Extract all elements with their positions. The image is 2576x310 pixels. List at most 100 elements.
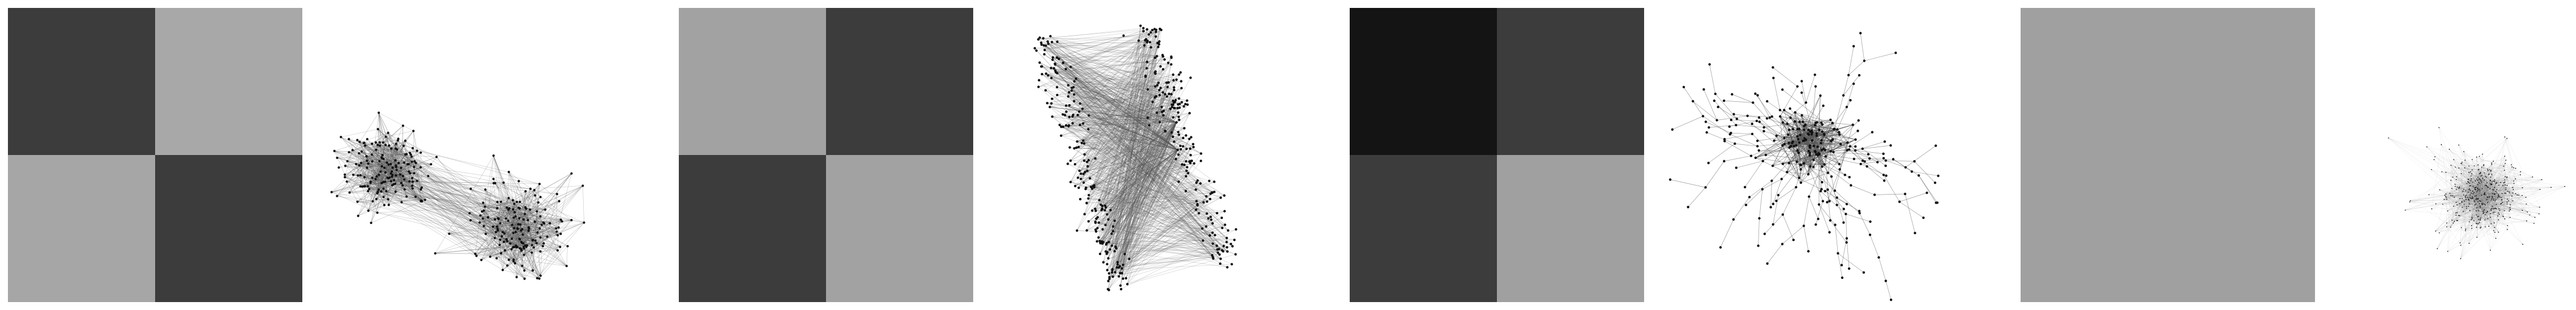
graph-edge (345, 154, 407, 178)
graph-edge (1051, 68, 1201, 154)
graph-edge (1050, 106, 1176, 123)
graph-edge (544, 243, 568, 247)
graph-edge (410, 154, 518, 229)
graph-edge (1075, 72, 1181, 165)
graph-node (1798, 176, 1801, 179)
graph-edge (345, 176, 558, 251)
graph-edge (1103, 242, 1220, 255)
graph-edge (497, 201, 534, 248)
graph-edge (1063, 62, 1203, 229)
graph-node (1799, 134, 1802, 136)
graph-edge (396, 149, 397, 176)
graph-node (384, 135, 387, 138)
graph-node (378, 173, 380, 176)
graph-node (1114, 271, 1116, 274)
graph-node (1757, 149, 1760, 152)
graph-edge (370, 181, 504, 183)
graph-edge (1063, 114, 1179, 117)
graph-edge (1068, 81, 1182, 85)
graph-node (382, 187, 385, 190)
graph-edge (1088, 197, 1221, 222)
graph-edge (1107, 107, 1180, 215)
graph-edge (361, 151, 537, 212)
graph-edge (1073, 87, 1177, 123)
graph-edge (1120, 64, 1171, 286)
graph-edge (1107, 131, 1166, 215)
graph-edge (1124, 25, 1141, 255)
graph-edge (1046, 73, 1177, 123)
graph-node (1708, 126, 1710, 129)
graph-edge (1102, 96, 1157, 209)
graph-edge (1098, 104, 1174, 238)
graph-edge (1075, 122, 1177, 165)
graph-node (1069, 180, 1072, 184)
graph-edge (358, 145, 404, 216)
graph-edge (349, 152, 437, 157)
graph-node (1107, 240, 1110, 244)
graph-node (499, 200, 502, 203)
graph-edge (381, 191, 515, 229)
graph-edge (1108, 149, 1178, 220)
graph-edge (396, 144, 408, 165)
graph-edge (1093, 186, 1228, 252)
graph-edge (2479, 156, 2504, 217)
graph-edge (356, 163, 405, 190)
graph-edge (511, 232, 514, 249)
graph-edge (2449, 149, 2513, 201)
graph-edge (2453, 199, 2476, 223)
graph-node (376, 192, 379, 195)
graph-node (1771, 223, 1775, 226)
graph-edge (2486, 180, 2491, 186)
graph-node (1082, 173, 1085, 175)
graph-edge (525, 207, 559, 228)
graph-edge (469, 213, 511, 244)
graph-edge (347, 161, 358, 176)
graph-node (1162, 55, 1165, 58)
graph-node (1728, 125, 1731, 128)
graph-edge (359, 165, 384, 182)
graph-node (542, 221, 545, 224)
graph-edge (499, 173, 572, 246)
graph-edge (1080, 124, 1220, 255)
graph-edge (2455, 186, 2484, 212)
graph-edge (1066, 122, 1176, 126)
graph-edge (1052, 87, 1174, 117)
graph-node (1820, 139, 1823, 141)
graph-edge (2462, 179, 2495, 208)
graph-edge (1077, 141, 1178, 150)
graph-edge (2468, 192, 2492, 197)
graph-node (539, 274, 542, 277)
graph-edge (367, 173, 391, 187)
graph-edge (362, 143, 365, 187)
graph-edge (1069, 105, 1178, 150)
graph-edge (1105, 122, 1177, 225)
graph-node (1051, 97, 1054, 100)
graph-edge (375, 149, 376, 179)
graph-edge (361, 140, 406, 163)
graph-node (502, 181, 505, 184)
graph-edge (393, 180, 407, 197)
graph-edge (1127, 64, 1171, 285)
graph-edge (2506, 187, 2510, 192)
graph-edge (483, 210, 516, 246)
graph-edge (2484, 194, 2503, 203)
graph-edge (1052, 57, 1184, 107)
graph-edge (1093, 113, 1190, 187)
graph-edge (1050, 106, 1176, 123)
graph-edge (2480, 218, 2534, 223)
graph-edge (1115, 42, 1148, 273)
graph-edge (1757, 132, 1812, 141)
graph-edge (1830, 119, 1863, 161)
graph-edge (2468, 182, 2507, 204)
graph-node (1084, 170, 1086, 174)
graph-node (1171, 73, 1175, 76)
graph-edge (1095, 122, 1177, 230)
graph-edge (470, 216, 516, 221)
graph-edge (391, 148, 405, 190)
graph-edge (1101, 149, 1178, 242)
graph-edge (1063, 62, 1178, 109)
graph-edge (2465, 227, 2495, 231)
graph-node (536, 210, 538, 213)
graph-edge (1102, 122, 1177, 209)
graph-edge (1800, 165, 1828, 173)
